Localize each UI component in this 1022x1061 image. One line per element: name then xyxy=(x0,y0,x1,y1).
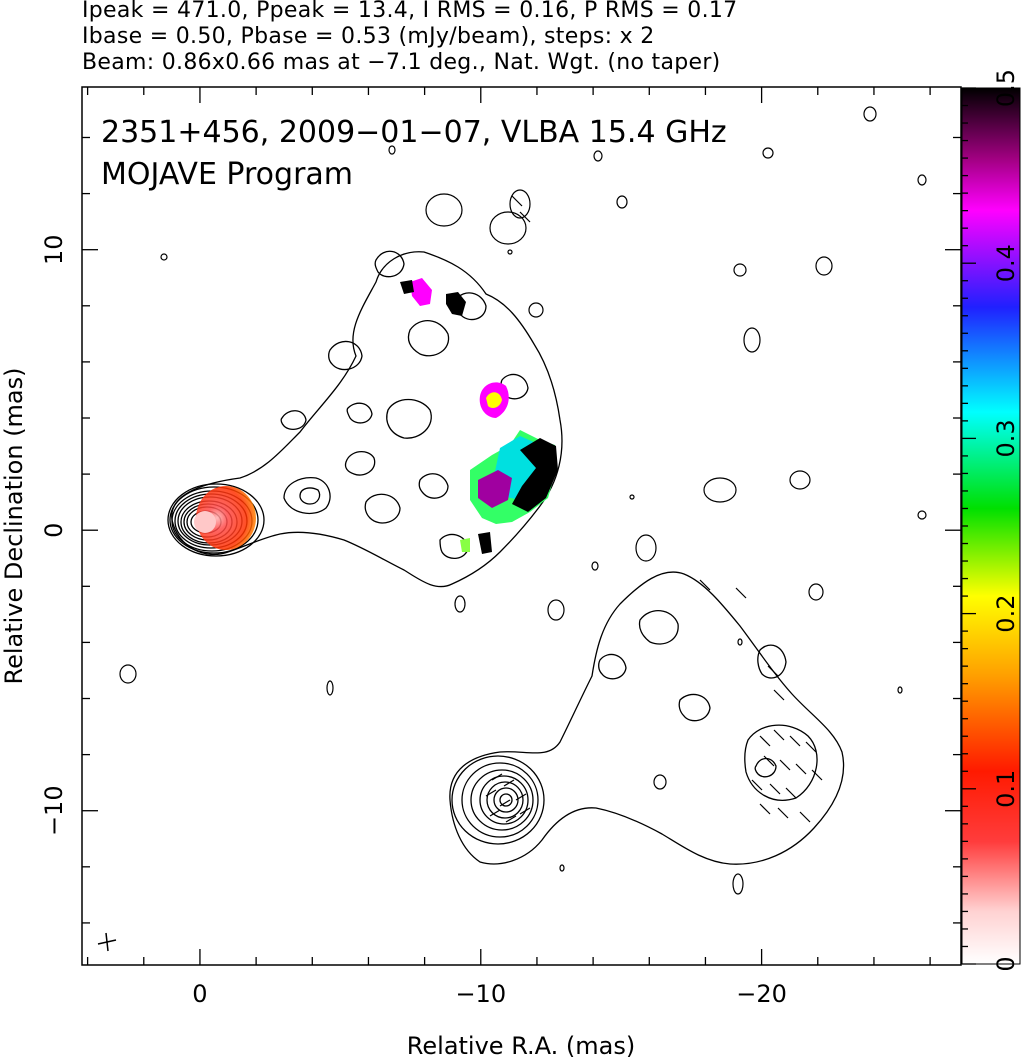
contour-jet-envelope xyxy=(171,251,563,588)
polarization-vectors xyxy=(485,195,823,823)
contour-inner-12 xyxy=(280,410,307,431)
x-tick-label: −10 xyxy=(455,980,506,1008)
colorbar xyxy=(961,87,1021,965)
contour-inner-10 xyxy=(374,250,405,278)
header-line-2: Ibase = 0.50, Pbase = 0.53 (mJy/beam), s… xyxy=(82,24,655,49)
colorbar-axis: 0 0.1 0.2 0.3 0.4 0.5 xyxy=(962,69,1020,972)
contour-inner-3 xyxy=(344,451,376,476)
colorbar-tick-label: 0.2 xyxy=(992,595,1020,633)
contour-inner-5 xyxy=(407,320,450,357)
y-tick-label: 0 xyxy=(40,523,68,538)
contour-sw-inner-6 xyxy=(598,653,627,680)
polarization-patch-black xyxy=(512,438,558,512)
contour-inner-7 xyxy=(364,493,401,524)
contour-inner-14 xyxy=(346,402,373,424)
colorbar-tick-label: 0.4 xyxy=(992,244,1020,282)
y-tick-label: 10 xyxy=(40,234,68,265)
contour-inner-6 xyxy=(328,340,363,371)
polarization-patch-magenta xyxy=(478,470,512,508)
contour-sw-inner-4 xyxy=(638,610,679,645)
header-line-1: Ipeak = 471.0, Ppeak = 13.4, I RMS = 0.1… xyxy=(82,0,738,23)
contour-sw-inner-2 xyxy=(744,724,818,801)
x-axis-title: Relative R.A. (mas) xyxy=(407,1032,635,1060)
contour-sw-inner-1 xyxy=(757,644,787,679)
colorbar-tick-label: 0.1 xyxy=(992,770,1020,808)
y-tick-label: −10 xyxy=(40,785,68,836)
colorbar-tick-label: 0.5 xyxy=(992,69,1020,107)
x-tick-label: −20 xyxy=(736,980,787,1008)
header-line-3: Beam: 0.86x0.66 mas at −7.1 deg., Nat. W… xyxy=(82,50,721,75)
core-peak xyxy=(194,511,216,533)
contour-inner-4 xyxy=(386,398,432,439)
contour-inner-2 xyxy=(299,487,321,505)
contour-inner-8 xyxy=(418,473,449,499)
chart-subtitle: MOJAVE Program xyxy=(101,157,353,192)
contour-inner-1 xyxy=(283,477,331,515)
intensity-contours xyxy=(171,250,563,588)
beam-marker xyxy=(97,932,117,952)
chart-title: 2351+456, 2009−01−07, VLBA 15.4 GHz xyxy=(101,115,727,150)
hotspot-contours xyxy=(451,755,545,845)
y-axis-title: Relative Declination (mas) xyxy=(0,367,28,684)
x-tick-label: 0 xyxy=(192,980,207,1008)
southwest-contours xyxy=(449,571,845,865)
jet-polarization-patches xyxy=(400,278,558,554)
polarization-patch-north-1 xyxy=(410,278,432,306)
polarization-patch-north-2 xyxy=(446,292,466,316)
contour-sw-inner-5 xyxy=(678,693,711,722)
axes: 0 −10 −20 10 0 −10 xyxy=(40,87,961,1008)
colorbar-tick-label: 0 xyxy=(992,956,1020,971)
contour-inner-9 xyxy=(439,533,469,559)
colorbar-tick-label: 0.3 xyxy=(992,419,1020,457)
contour-sw-envelope xyxy=(449,571,845,865)
noise-contours xyxy=(119,106,927,895)
core-polarization-patch xyxy=(196,486,256,550)
